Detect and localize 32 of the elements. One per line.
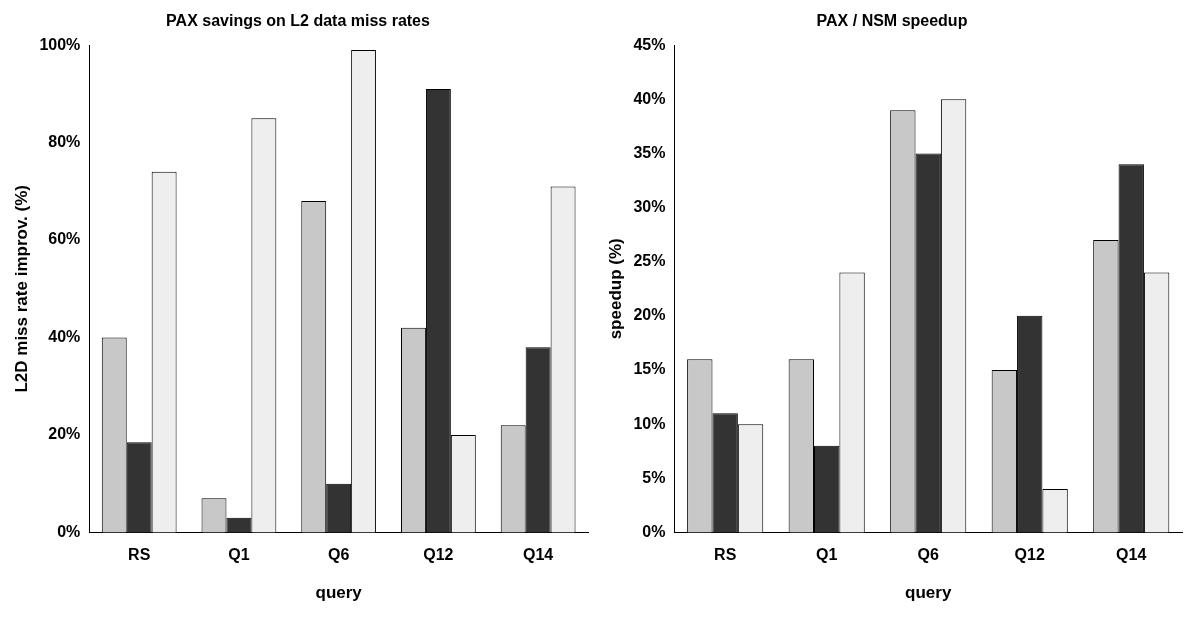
y-tick-label: 35% <box>633 143 666 161</box>
y-tick-label: 10% <box>633 414 666 432</box>
y-tick-label: 30% <box>633 198 666 216</box>
y-tick-label: 20% <box>633 306 666 324</box>
x-tick-label: Q1 <box>816 546 838 564</box>
y-tick-label: 5% <box>642 468 666 486</box>
x-tick-label: RS <box>714 546 737 564</box>
x-axis-title: query <box>905 583 952 603</box>
y-axis-title: speedup (%) <box>605 238 625 340</box>
y-tick-label: 25% <box>633 252 666 270</box>
x-tick-label: Q6 <box>327 546 350 564</box>
chart-title: PAX savings on L2 data miss rates <box>166 12 430 30</box>
y-axis-title: L2D miss rate improv. (%) <box>11 185 31 393</box>
y-tick-label: 15% <box>633 360 666 378</box>
chart-title: PAX / NSM speedup <box>816 12 968 30</box>
x-tick-label: Q12 <box>1014 546 1045 564</box>
y-tick-label: 20% <box>48 425 81 443</box>
x-tick-label: Q1 <box>228 546 250 564</box>
y-tick-label: 0% <box>57 522 81 540</box>
y-tick-label: 40% <box>48 327 81 345</box>
x-tick-label: Q14 <box>523 546 554 564</box>
x-axis-title: query <box>315 583 363 603</box>
y-tick-label: 60% <box>48 230 81 248</box>
y-tick-label: 100% <box>39 35 81 53</box>
y-tick-label: 80% <box>48 133 81 151</box>
x-tick-label: RS <box>128 546 151 564</box>
y-tick-label: 0% <box>642 522 666 540</box>
x-tick-label: Q14 <box>1116 546 1147 564</box>
x-tick-label: Q6 <box>917 546 939 564</box>
y-tick-label: 40% <box>633 89 666 107</box>
y-tick-label: 45% <box>633 35 666 53</box>
x-tick-label: Q12 <box>423 546 454 564</box>
